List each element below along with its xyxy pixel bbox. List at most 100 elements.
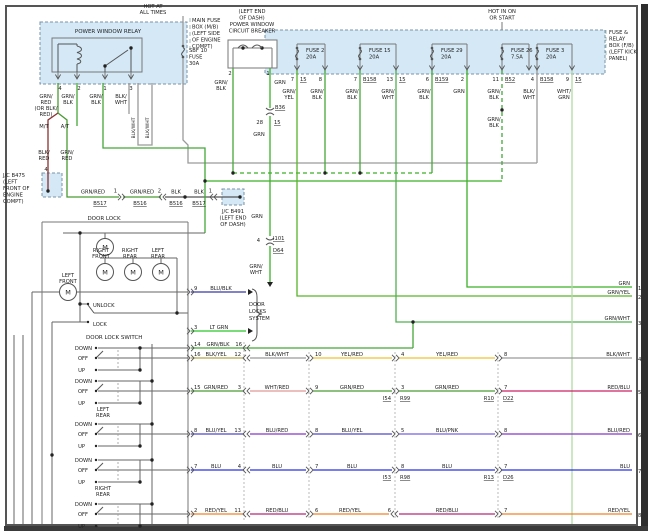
junction-dot: [138, 368, 142, 372]
label: GRN: [251, 214, 263, 220]
label: POWER WINDOW: [230, 22, 275, 28]
label: WHT: [115, 100, 128, 106]
junction-dot: [358, 171, 362, 175]
connector-arrow-icon: [393, 65, 399, 71]
junction-dot: [323, 171, 327, 175]
label: GRN/: [417, 89, 431, 95]
label: BLU: [211, 464, 221, 470]
label: R10: [484, 396, 494, 402]
label: 30A: [189, 61, 200, 67]
inline-connector-icon: [121, 193, 126, 201]
wire: [95, 383, 104, 392]
wire: [95, 462, 104, 471]
connector-arrow-icon: [569, 65, 575, 71]
label: FRONT: [59, 279, 78, 285]
inline-connector-icon: [395, 354, 400, 362]
inline-connector-icon: [494, 354, 499, 362]
inline-connector-icon: [190, 288, 195, 296]
label: ENGINE: [3, 193, 23, 199]
label: WHT: [523, 95, 536, 101]
window-edge-bottom: [4, 526, 648, 531]
contact-dot: [94, 346, 98, 350]
label: SBF 10: [189, 48, 207, 54]
label: GRN/: [89, 94, 103, 100]
label: 16: [194, 352, 201, 358]
junction-dot: [103, 64, 107, 68]
label: BLK/WHT: [606, 352, 631, 358]
label: 4: [257, 238, 261, 244]
label: FUSE 29: [441, 48, 463, 54]
label: 20A: [441, 55, 452, 61]
label: RIGHT: [95, 486, 112, 492]
inline-connector-icon: [190, 354, 195, 362]
inline-connector-icon: [305, 510, 310, 518]
label: COMPT): [3, 199, 24, 205]
junction-dot: [78, 302, 82, 306]
label: M/T: [39, 124, 49, 130]
label: 2: [638, 295, 641, 301]
junction-dot: [411, 320, 415, 324]
junction-dot: [138, 480, 142, 484]
inline-connector-icon: [186, 510, 191, 518]
label: (LEFT END: [238, 9, 265, 15]
fuse-icon: [295, 57, 299, 61]
contact-dot: [94, 389, 98, 393]
junction-dot: [150, 422, 154, 426]
label: UP: [78, 480, 85, 486]
relay-inner-box: [51, 37, 143, 73]
inline-connector-icon: [242, 344, 247, 352]
contact-dot: [86, 302, 90, 306]
label: 4: [531, 77, 535, 83]
fuse-icon: [358, 46, 362, 50]
label: RED/BLU: [436, 508, 459, 514]
label: WHT/: [557, 89, 571, 95]
label: GRN: [453, 89, 465, 95]
inline-connector-icon: [186, 327, 191, 335]
label: 7: [291, 77, 294, 83]
junction-connector-icon: [265, 237, 275, 246]
label: 1: [209, 189, 212, 195]
label: (LEFT END: [219, 216, 246, 222]
label: 8: [401, 464, 404, 470]
label: 9: [566, 77, 569, 83]
label: 28: [256, 120, 263, 126]
label: 3: [401, 385, 404, 391]
inline-connector-icon: [242, 466, 247, 474]
label: BLK/: [38, 150, 50, 156]
inline-connector-icon: [186, 288, 191, 296]
junction-dot: [238, 195, 242, 199]
fuse-relay-box: [264, 29, 606, 75]
wire: [57, 112, 119, 198]
connector-arrow-icon: [534, 65, 540, 71]
inline-connector-icon: [242, 510, 247, 518]
fuse-icon: [181, 44, 185, 48]
label: 2: [77, 86, 80, 92]
inline-connector-icon: [162, 193, 167, 201]
inline-connector-icon: [309, 466, 314, 474]
label: 8: [319, 77, 322, 83]
label: GRN/: [60, 150, 74, 156]
motor-icon: M: [130, 268, 136, 276]
fuse-icon: [430, 57, 434, 61]
label: B158: [540, 77, 553, 83]
label: FUSE &: [609, 30, 628, 36]
label: UP: [78, 368, 85, 374]
label: 8: [194, 428, 197, 434]
label: BLK: [194, 190, 204, 196]
label: (LEFT KICK: [609, 50, 637, 56]
inline-connector-icon: [494, 387, 499, 395]
junction-dot: [150, 458, 154, 462]
label: 6: [426, 77, 429, 83]
inline-connector-icon: [391, 354, 396, 362]
label: D64: [273, 248, 284, 254]
label: J/C B475: [2, 173, 25, 179]
wire: [395, 70, 632, 323]
label: 4: [44, 167, 48, 173]
label: MAIN FUSE: [192, 18, 220, 24]
label: YEL/RED: [340, 352, 363, 358]
label: SYSTEM: [249, 316, 270, 322]
label: 6: [638, 433, 641, 439]
label: REAR: [96, 492, 110, 498]
label: LOCKS: [249, 309, 266, 315]
